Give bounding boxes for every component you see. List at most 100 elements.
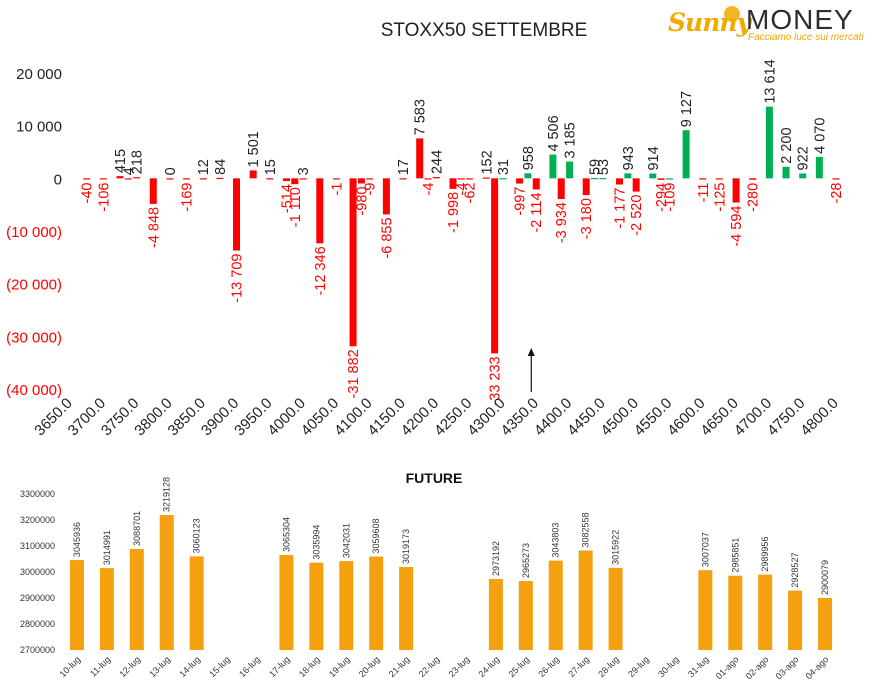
future-x-tick-label: 15-lug <box>207 654 232 679</box>
bar-value-label: -6 855 <box>379 217 395 258</box>
future-bar <box>608 567 623 650</box>
bar-value-label: 922 <box>796 146 812 170</box>
bar-value-label: -2 114 <box>529 192 545 232</box>
option-bar <box>566 161 574 179</box>
bar-value-label: -1 110 <box>288 187 304 227</box>
option-bar <box>291 178 299 185</box>
option-bar <box>266 178 274 180</box>
future-bar <box>309 562 324 650</box>
option-bar <box>657 178 665 180</box>
option-bar <box>83 178 91 180</box>
option-bar <box>166 178 174 180</box>
future-y-tick-label: 2700000 <box>20 645 55 655</box>
option-bar <box>424 178 432 180</box>
option-bar <box>449 178 457 189</box>
option-bar <box>183 178 191 180</box>
bar-value-label: -280 <box>746 183 762 212</box>
bar-value-label: 4 <box>121 167 137 175</box>
future-x-tick-label: 03-ago <box>774 654 801 681</box>
bar-value-label: 17 <box>396 159 412 175</box>
arrow-head-icon <box>527 348 535 356</box>
future-x-tick-label: 11-lug <box>88 654 112 678</box>
future-y-tick-label: 3200000 <box>20 515 55 525</box>
bar-value-label: -4 <box>454 183 470 196</box>
future-x-tick-label: 18-lug <box>297 654 322 679</box>
option-bar <box>332 178 340 180</box>
option-bar <box>133 177 141 179</box>
bar-value-label: 31 <box>496 159 512 175</box>
logo-sunny-text: Sunny <box>668 8 751 37</box>
option-bar <box>366 178 374 180</box>
bar-value-label: 914 <box>646 146 662 170</box>
bar-value-label: -40 <box>80 183 96 204</box>
bar-value-label: 152 <box>479 150 495 174</box>
bar-value-label: -514 <box>279 184 295 213</box>
bar-value-label: 84 <box>213 159 229 175</box>
future-value-label: 3043803 <box>551 523 561 558</box>
brand-logo: Sunny MONEY Facciamo luce sui mercati <box>668 4 864 43</box>
future-bar <box>728 575 743 650</box>
future-bar <box>399 567 414 650</box>
future-x-tick-label: 20-lug <box>357 654 382 679</box>
future-bar <box>578 550 593 650</box>
bar-value-label: -1 <box>329 183 345 196</box>
future-x-tick-label: 10-lug <box>58 654 83 679</box>
future-bar <box>159 515 174 650</box>
bar-value-label: -997 <box>513 187 529 216</box>
bar-value-label: -1 177 <box>613 188 629 229</box>
option-bar <box>116 176 124 179</box>
option-bar <box>416 138 424 179</box>
bar-value-label: 15 <box>263 159 279 175</box>
option-bar <box>524 173 532 179</box>
future-x-tick-label: 31-lug <box>686 654 711 679</box>
option-bar <box>732 178 740 203</box>
stoxx50-options-chart: STOXX50 SETTEMBRE 20 000 10 000 0 (10 000) (… <box>6 20 845 439</box>
future-x-tick-label: 01-ago <box>714 654 741 681</box>
future-x-tick-label: 14-lug <box>177 654 202 679</box>
option-bar <box>249 170 257 179</box>
future-y-tick-label: 3300000 <box>20 489 55 499</box>
future-y-tick-label: 3100000 <box>20 541 55 551</box>
future-value-label: 3019173 <box>401 529 411 564</box>
bar-value-label: 3 <box>296 167 312 175</box>
option-bar <box>799 173 807 179</box>
future-bar <box>339 561 354 650</box>
future-x-tick-label: 22-lug <box>417 654 442 679</box>
bar-value-label: -62 <box>463 183 479 204</box>
future-bar <box>698 570 713 650</box>
future-value-label: 3219128 <box>162 477 172 512</box>
future-value-label: 3035994 <box>311 525 321 560</box>
option-bar <box>782 166 790 179</box>
logo-tagline: Facciamo luce sui mercati <box>748 32 864 43</box>
future-value-label: 3065304 <box>281 517 291 552</box>
future-x-tick-label: 29-lug <box>626 654 651 679</box>
y-tick-label: (30 000) <box>6 329 62 346</box>
future-chart-title: FUTURE <box>406 470 463 486</box>
option-bar <box>432 177 440 179</box>
future-bar <box>69 560 84 650</box>
future-value-label: 2973192 <box>491 541 501 576</box>
option-bar <box>815 156 823 179</box>
future-value-label: 3088701 <box>132 511 142 546</box>
logo-money-text: MONEY <box>746 4 854 35</box>
future-value-label: 3015922 <box>611 530 621 565</box>
future-x-tick-label: 19-lug <box>327 654 352 679</box>
option-bar <box>599 178 607 180</box>
future-value-label: 3042031 <box>341 523 351 558</box>
option-bar <box>591 178 599 180</box>
chart-title: STOXX50 SETTEMBRE <box>381 20 588 41</box>
future-y-tick-label: 2900000 <box>20 593 55 603</box>
future-x-tick-label: 24-lug <box>477 654 502 679</box>
future-x-tick-label: 26-lug <box>536 654 561 679</box>
bar-value-label: 59 <box>588 159 604 175</box>
bar-value-label: -3 180 <box>579 198 595 239</box>
option-bar <box>557 178 565 200</box>
y-tick-label: 20 000 <box>16 66 62 83</box>
option-bar <box>99 178 107 180</box>
future-x-tick-label: 21-lug <box>387 654 412 679</box>
bar-value-label: -109 <box>662 183 678 212</box>
future-value-label: 3007037 <box>700 532 710 567</box>
y-tick-label: (40 000) <box>6 382 62 399</box>
bar-value-label: 4 506 <box>546 115 562 151</box>
option-bar <box>399 178 407 180</box>
